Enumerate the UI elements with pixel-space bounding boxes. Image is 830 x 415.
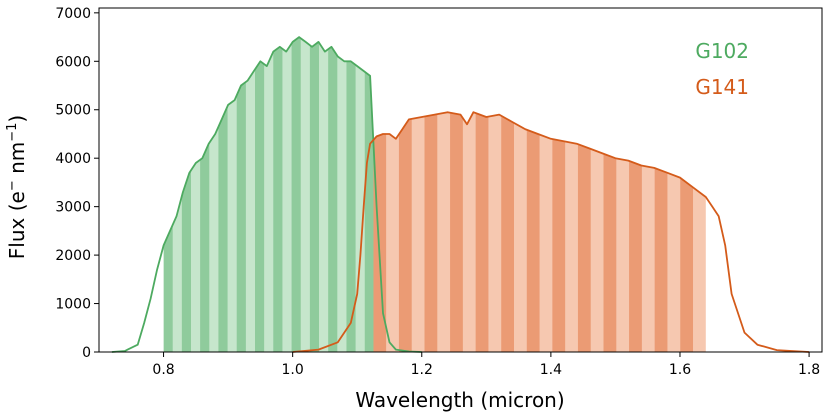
band-g102 (218, 37, 228, 352)
y-tick-label: 4000 (55, 151, 91, 167)
band-g102 (319, 37, 329, 352)
band-g141 (488, 112, 502, 352)
band-g102 (282, 37, 292, 352)
band-g102 (181, 37, 192, 352)
legend: G102 G141 (695, 39, 749, 99)
band-g141 (539, 112, 553, 352)
band-g141 (462, 112, 477, 352)
legend-label-g141: G141 (695, 75, 749, 99)
band-g102 (291, 37, 302, 352)
bands-g141 (373, 112, 706, 352)
band-g102 (355, 37, 366, 352)
axes: 0.8 1.0 1.2 1.4 1.6 1.8 0 1000 2000 3000 4000 5000 6… (55, 6, 823, 378)
x-tick-label: 1.2 (411, 362, 433, 378)
band-g102 (300, 37, 311, 352)
legend-label-g102: G102 (695, 39, 749, 63)
y-tick-label: 0 (82, 345, 91, 361)
band-g141 (450, 112, 464, 352)
band-g102 (264, 37, 274, 352)
band-g141 (577, 112, 592, 352)
band-g102 (337, 37, 347, 352)
band-g141 (565, 112, 579, 352)
band-g141 (616, 112, 630, 352)
band-g141 (514, 112, 528, 352)
band-g102 (227, 37, 238, 352)
band-g102 (190, 37, 201, 352)
band-g141 (654, 112, 668, 352)
y-tick-label: 1000 (55, 297, 91, 313)
band-g102 (163, 37, 174, 352)
band-g141 (552, 112, 566, 352)
band-g102 (309, 37, 320, 352)
y-tick-label: 2000 (55, 248, 91, 264)
band-g102 (200, 37, 210, 352)
x-tick-label: 1.0 (282, 362, 304, 378)
band-g141 (475, 112, 489, 352)
y-tick-label: 6000 (55, 54, 91, 70)
band-g141 (501, 112, 515, 352)
band-g102 (328, 37, 338, 352)
band-g141 (386, 112, 400, 352)
band-g102 (273, 37, 283, 352)
band-g102 (364, 37, 375, 352)
x-tick-label: 1.8 (798, 362, 820, 378)
band-g141 (411, 112, 425, 352)
band-g141 (437, 112, 451, 352)
band-g141 (398, 112, 413, 352)
y-tick-label: 5000 (55, 103, 91, 119)
band-g102 (255, 37, 265, 352)
band-g141 (641, 112, 656, 352)
band-g141 (424, 112, 438, 352)
band-g102 (245, 37, 256, 352)
bands-g102 (163, 37, 383, 352)
y-axis-title: Flux (e− nm−1) (5, 115, 29, 259)
band-g102 (346, 37, 357, 352)
plot-frame (98, 7, 823, 353)
band-g141 (590, 112, 604, 352)
x-tick-label: 0.8 (152, 362, 174, 378)
x-tick-label: 1.4 (540, 362, 562, 378)
band-g141 (373, 112, 387, 352)
series-line-g141 (292, 111, 810, 353)
band-g102 (172, 37, 183, 352)
band-g141 (526, 112, 540, 352)
band-g141 (667, 112, 681, 352)
series-line-g102 (111, 36, 422, 353)
band-g141 (603, 112, 617, 352)
band-g102 (209, 37, 219, 352)
y-tick-label: 7000 (55, 6, 91, 22)
x-axis-title: Wavelength (micron) (355, 388, 564, 412)
band-g141 (629, 112, 643, 352)
y-tick-label: 3000 (55, 200, 91, 216)
x-tick-label: 1.6 (669, 362, 691, 378)
band-g102 (236, 37, 247, 352)
